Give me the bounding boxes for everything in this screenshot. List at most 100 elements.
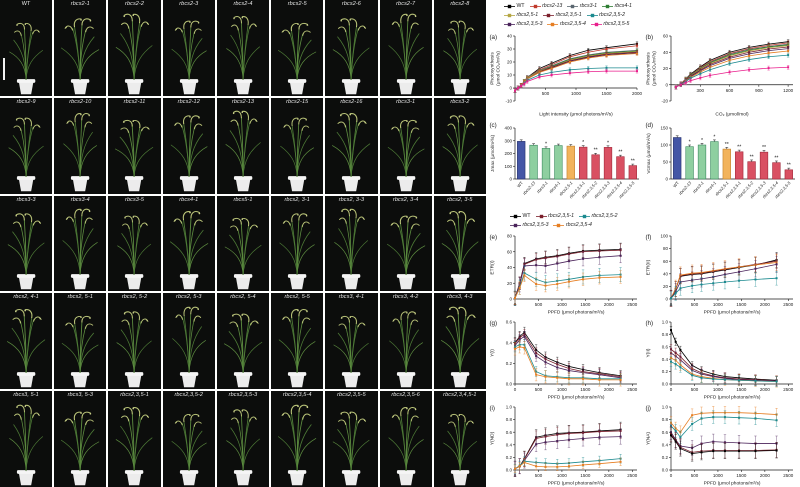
legend-marker-icon xyxy=(529,4,541,8)
svg-text:2000: 2000 xyxy=(760,302,771,307)
svg-text:rbcs2-13: rbcs2-13 xyxy=(678,180,693,196)
svg-text:**: ** xyxy=(725,142,729,148)
svg-text:Vcmax (μmol/m²/s): Vcmax (μmol/m²/s) xyxy=(646,133,652,174)
svg-text:Light intensity (μmol photons/: Light intensity (μmol photons/m²/s) xyxy=(539,112,613,118)
legend-entry: WT xyxy=(504,2,525,11)
plant-label: rbcs3, 4-3 xyxy=(447,294,473,301)
svg-text:1.0: 1.0 xyxy=(662,320,669,325)
legend-label: rbcs2,3,5-4 xyxy=(559,20,586,27)
svg-text:0.0: 0.0 xyxy=(506,468,513,473)
plant-photo xyxy=(116,311,153,388)
svg-text:rbcs2-13: rbcs2-13 xyxy=(522,180,537,196)
svg-text:rbcs3-1: rbcs3-1 xyxy=(536,180,549,194)
plant-tile: rbcs2-9 xyxy=(0,97,53,194)
svg-text:0.6: 0.6 xyxy=(506,320,513,325)
svg-text:0.8: 0.8 xyxy=(662,417,669,422)
plant-label: rbcs3, 4-2 xyxy=(392,294,419,301)
svg-text:-10: -10 xyxy=(505,99,512,104)
legend-row: WT rbcs2,3,5-1 rbcs2,3,5-2 xyxy=(510,212,617,221)
svg-text:0: 0 xyxy=(665,82,668,87)
plant-tile: rbcs2-2 xyxy=(108,0,161,96)
svg-text:0.0: 0.0 xyxy=(506,382,513,387)
plant-tile: rbcs2,3,5-5 xyxy=(325,391,378,487)
plant-tile: rbcs2, 5-4 xyxy=(216,293,270,390)
svg-text:30: 30 xyxy=(507,47,513,52)
svg-text:2500: 2500 xyxy=(783,302,794,307)
legend-label: rbcs2,3,5-2 xyxy=(599,11,626,18)
legend-marker-icon xyxy=(504,22,515,26)
plant-photo xyxy=(171,413,207,486)
legend-marker-icon xyxy=(535,214,547,219)
plant-label: rbcs2-1 xyxy=(70,1,90,7)
legend-e: WT rbcs2,3,5-1 rbcs2,3,5-2 rbcs2,3,5-3 rbcs2… xyxy=(488,212,800,230)
svg-text:0.2: 0.2 xyxy=(506,361,513,366)
plant-tile: rbcs2-6 xyxy=(325,0,378,96)
plant-tile: rbcs2,3,5-4 xyxy=(271,391,324,487)
plant-label: rbcs2-8 xyxy=(450,1,470,7)
svg-text:1000: 1000 xyxy=(713,473,724,478)
chart-panel-g: 0.0 0.2 0.4 0.6 0 500 1000 1500 2000 2500 PPFD (μm… xyxy=(488,316,644,401)
plant-photo xyxy=(388,13,424,94)
svg-text:2500: 2500 xyxy=(627,302,638,307)
svg-text:200: 200 xyxy=(504,151,512,156)
svg-text:2500: 2500 xyxy=(627,473,638,478)
plant-photo xyxy=(387,120,425,192)
svg-text:0: 0 xyxy=(509,177,512,182)
svg-text:40: 40 xyxy=(507,265,513,270)
plant-photo xyxy=(62,208,98,290)
plant-label: rbcs2,3,5-6 xyxy=(391,392,420,399)
svg-text:**: ** xyxy=(631,159,635,165)
svg-text:**: ** xyxy=(594,148,598,154)
legend-label: rbcs2,3,5-2 xyxy=(591,213,618,219)
svg-text:**: ** xyxy=(762,145,766,151)
svg-text:1500: 1500 xyxy=(580,302,591,307)
svg-text:CO₂ (μmol/mol): CO₂ (μmol/mol) xyxy=(715,112,749,118)
plant-tile: rbcs3, 4-2 xyxy=(379,293,432,390)
scale-bar xyxy=(3,57,5,80)
plant-tile: rbcs3-5 xyxy=(108,195,161,292)
svg-text:1500: 1500 xyxy=(580,387,591,392)
svg-text:60: 60 xyxy=(663,259,669,264)
svg-text:(h): (h) xyxy=(646,320,654,327)
legend-label: rbcs2,3,5-5 xyxy=(603,20,630,27)
legend-entry: rbcs3-1 xyxy=(567,2,597,11)
svg-text:1000: 1000 xyxy=(713,387,724,392)
plant-label: rbcs3-4 xyxy=(70,196,90,203)
svg-text:1.0: 1.0 xyxy=(662,405,669,410)
plant-photo xyxy=(226,409,260,486)
plant-label: rbcs2-9 xyxy=(16,98,36,105)
svg-text:PPFD (μmol photons/m²/s): PPFD (μmol photons/m²/s) xyxy=(704,481,761,487)
plant-tile: rbcs3-1 xyxy=(379,97,432,194)
plant-tile: rbcs2-15 xyxy=(271,97,324,194)
plant-photo xyxy=(117,215,152,290)
svg-text:500: 500 xyxy=(535,387,543,392)
svg-text:0.8: 0.8 xyxy=(662,332,669,337)
plant-label: rbcs2-11 xyxy=(123,98,146,105)
plant-label: rbcs2,3,4,5-1 xyxy=(443,392,477,399)
svg-text:300: 300 xyxy=(697,88,705,93)
plant-photo xyxy=(63,113,98,192)
legend-label: rbcs2,3,5-4 xyxy=(565,222,592,228)
svg-text:40: 40 xyxy=(507,34,513,39)
svg-text:1500: 1500 xyxy=(736,387,747,392)
svg-text:1000: 1000 xyxy=(557,387,568,392)
svg-text:1000: 1000 xyxy=(557,302,568,307)
legend-row: rbcs2,3,5-3 rbcs2,3,5-4 rbcs2,3,5-5 xyxy=(504,20,629,29)
plant-label: rbcs2-15 xyxy=(286,98,309,105)
plant-tile: rbcs2-13 xyxy=(216,97,270,194)
plant-label: rbcs2,3,5-2 xyxy=(174,392,204,399)
svg-text:(g): (g) xyxy=(490,320,498,327)
svg-text:(j): (j) xyxy=(646,405,652,412)
plant-tile: rbcs2-10 xyxy=(54,97,107,194)
plant-label: rbcs2-2 xyxy=(125,1,145,7)
svg-text:*: * xyxy=(701,138,703,144)
plant-tile: rbcs2,3,4,5-1 xyxy=(433,391,486,487)
legend-entry: rbcs2,3,5-2 xyxy=(579,212,617,221)
svg-text:-20: -20 xyxy=(661,99,668,104)
svg-text:Photosynthesis: Photosynthesis xyxy=(646,52,652,85)
plant-photo xyxy=(332,113,371,192)
svg-text:0.4: 0.4 xyxy=(662,442,669,447)
plant-photo xyxy=(443,413,477,486)
plant-photo xyxy=(7,309,46,388)
plant-photo xyxy=(279,213,315,290)
